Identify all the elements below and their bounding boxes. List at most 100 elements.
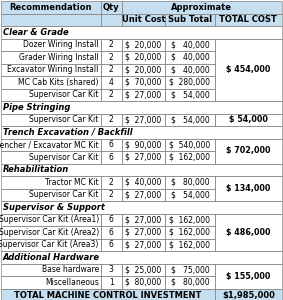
- Bar: [1, 276, 101, 289]
- Bar: [1, 289, 215, 300]
- Text: $  27,000: $ 27,000: [125, 228, 162, 237]
- Bar: [101, 139, 122, 151]
- Bar: [101, 139, 122, 151]
- Text: 4: 4: [109, 78, 114, 87]
- Bar: [1, 76, 101, 88]
- Text: Sub Total: Sub Total: [168, 15, 212, 24]
- Bar: [215, 38, 282, 101]
- Bar: [165, 38, 215, 51]
- Bar: [1, 26, 282, 38]
- Bar: [101, 226, 122, 239]
- Text: 6: 6: [109, 153, 114, 162]
- Bar: [1, 26, 282, 38]
- Bar: [1, 1, 101, 13]
- Text: Rehabilitation: Rehabilitation: [3, 165, 69, 174]
- Bar: [215, 176, 282, 201]
- Text: Qty: Qty: [103, 3, 120, 12]
- Text: Additional Hardware: Additional Hardware: [3, 253, 100, 262]
- Text: $  27,000: $ 27,000: [125, 240, 162, 249]
- Bar: [101, 214, 122, 226]
- Bar: [1, 64, 101, 76]
- Bar: [1, 113, 101, 126]
- Bar: [1, 101, 282, 113]
- Bar: [101, 51, 122, 64]
- Bar: [101, 14, 122, 26]
- Bar: [165, 276, 215, 289]
- Text: Approximate: Approximate: [171, 3, 232, 12]
- Bar: [165, 176, 215, 188]
- Text: $ 54,000: $ 54,000: [229, 115, 268, 124]
- Text: $   75,000: $ 75,000: [171, 265, 209, 274]
- Bar: [101, 238, 122, 251]
- Text: 6: 6: [109, 240, 114, 249]
- Bar: [215, 38, 282, 101]
- Bar: [1, 76, 101, 88]
- Bar: [1, 214, 101, 226]
- Bar: [1, 38, 101, 51]
- Bar: [165, 76, 215, 88]
- Bar: [165, 188, 215, 201]
- Text: Supervisor Car Kit: Supervisor Car Kit: [29, 115, 99, 124]
- Text: $  20,000: $ 20,000: [125, 53, 162, 62]
- Text: $ 155,000: $ 155,000: [226, 272, 271, 280]
- Bar: [101, 1, 122, 13]
- Bar: [1, 289, 215, 300]
- Bar: [1, 176, 101, 188]
- Text: $  162,000: $ 162,000: [170, 153, 211, 162]
- Text: 2: 2: [109, 65, 114, 74]
- Text: Supervisor Car Kit: Supervisor Car Kit: [29, 90, 99, 99]
- Text: 2: 2: [109, 115, 114, 124]
- Bar: [101, 38, 122, 51]
- Bar: [165, 139, 215, 151]
- Text: Supervisor Car Kit (Area3): Supervisor Car Kit (Area3): [0, 240, 99, 249]
- Bar: [215, 289, 282, 300]
- Bar: [1, 101, 282, 113]
- Bar: [215, 14, 282, 26]
- Bar: [122, 151, 165, 164]
- Text: $1,985,000: $1,985,000: [222, 291, 275, 300]
- Bar: [1, 151, 101, 164]
- Text: 6: 6: [109, 140, 114, 149]
- Text: $  70,000: $ 70,000: [125, 78, 162, 87]
- Bar: [1, 263, 101, 276]
- Bar: [1, 1, 101, 13]
- Bar: [101, 151, 122, 164]
- Bar: [1, 188, 101, 201]
- Text: Unit Cost: Unit Cost: [122, 15, 166, 24]
- Bar: [101, 151, 122, 164]
- Bar: [1, 14, 101, 26]
- Text: Supervisor Car Kit: Supervisor Car Kit: [29, 190, 99, 199]
- Bar: [165, 276, 215, 289]
- Text: 2: 2: [109, 190, 114, 199]
- Bar: [101, 238, 122, 251]
- Text: Recommendation: Recommendation: [10, 3, 92, 12]
- Bar: [122, 64, 165, 76]
- Text: $  27,000: $ 27,000: [125, 215, 162, 224]
- Bar: [101, 14, 122, 26]
- Bar: [165, 188, 215, 201]
- Bar: [1, 164, 282, 176]
- Bar: [101, 51, 122, 64]
- Bar: [165, 88, 215, 101]
- Bar: [122, 1, 282, 13]
- Text: $   40,000: $ 40,000: [171, 65, 209, 74]
- Bar: [1, 51, 101, 64]
- Bar: [122, 238, 165, 251]
- Bar: [122, 51, 165, 64]
- Text: 1: 1: [109, 278, 114, 287]
- Bar: [165, 113, 215, 126]
- Text: Base hardware: Base hardware: [42, 265, 99, 274]
- Bar: [215, 176, 282, 201]
- Text: Trench Excavation / Backfill: Trench Excavation / Backfill: [3, 128, 133, 137]
- Text: $  162,000: $ 162,000: [170, 240, 211, 249]
- Text: $ 486,000: $ 486,000: [226, 228, 271, 237]
- Text: 6: 6: [109, 215, 114, 224]
- Text: 2: 2: [109, 90, 114, 99]
- Bar: [165, 151, 215, 164]
- Text: 2: 2: [109, 178, 114, 187]
- Bar: [215, 214, 282, 251]
- Bar: [165, 238, 215, 251]
- Bar: [215, 289, 282, 300]
- Bar: [122, 76, 165, 88]
- Bar: [165, 51, 215, 64]
